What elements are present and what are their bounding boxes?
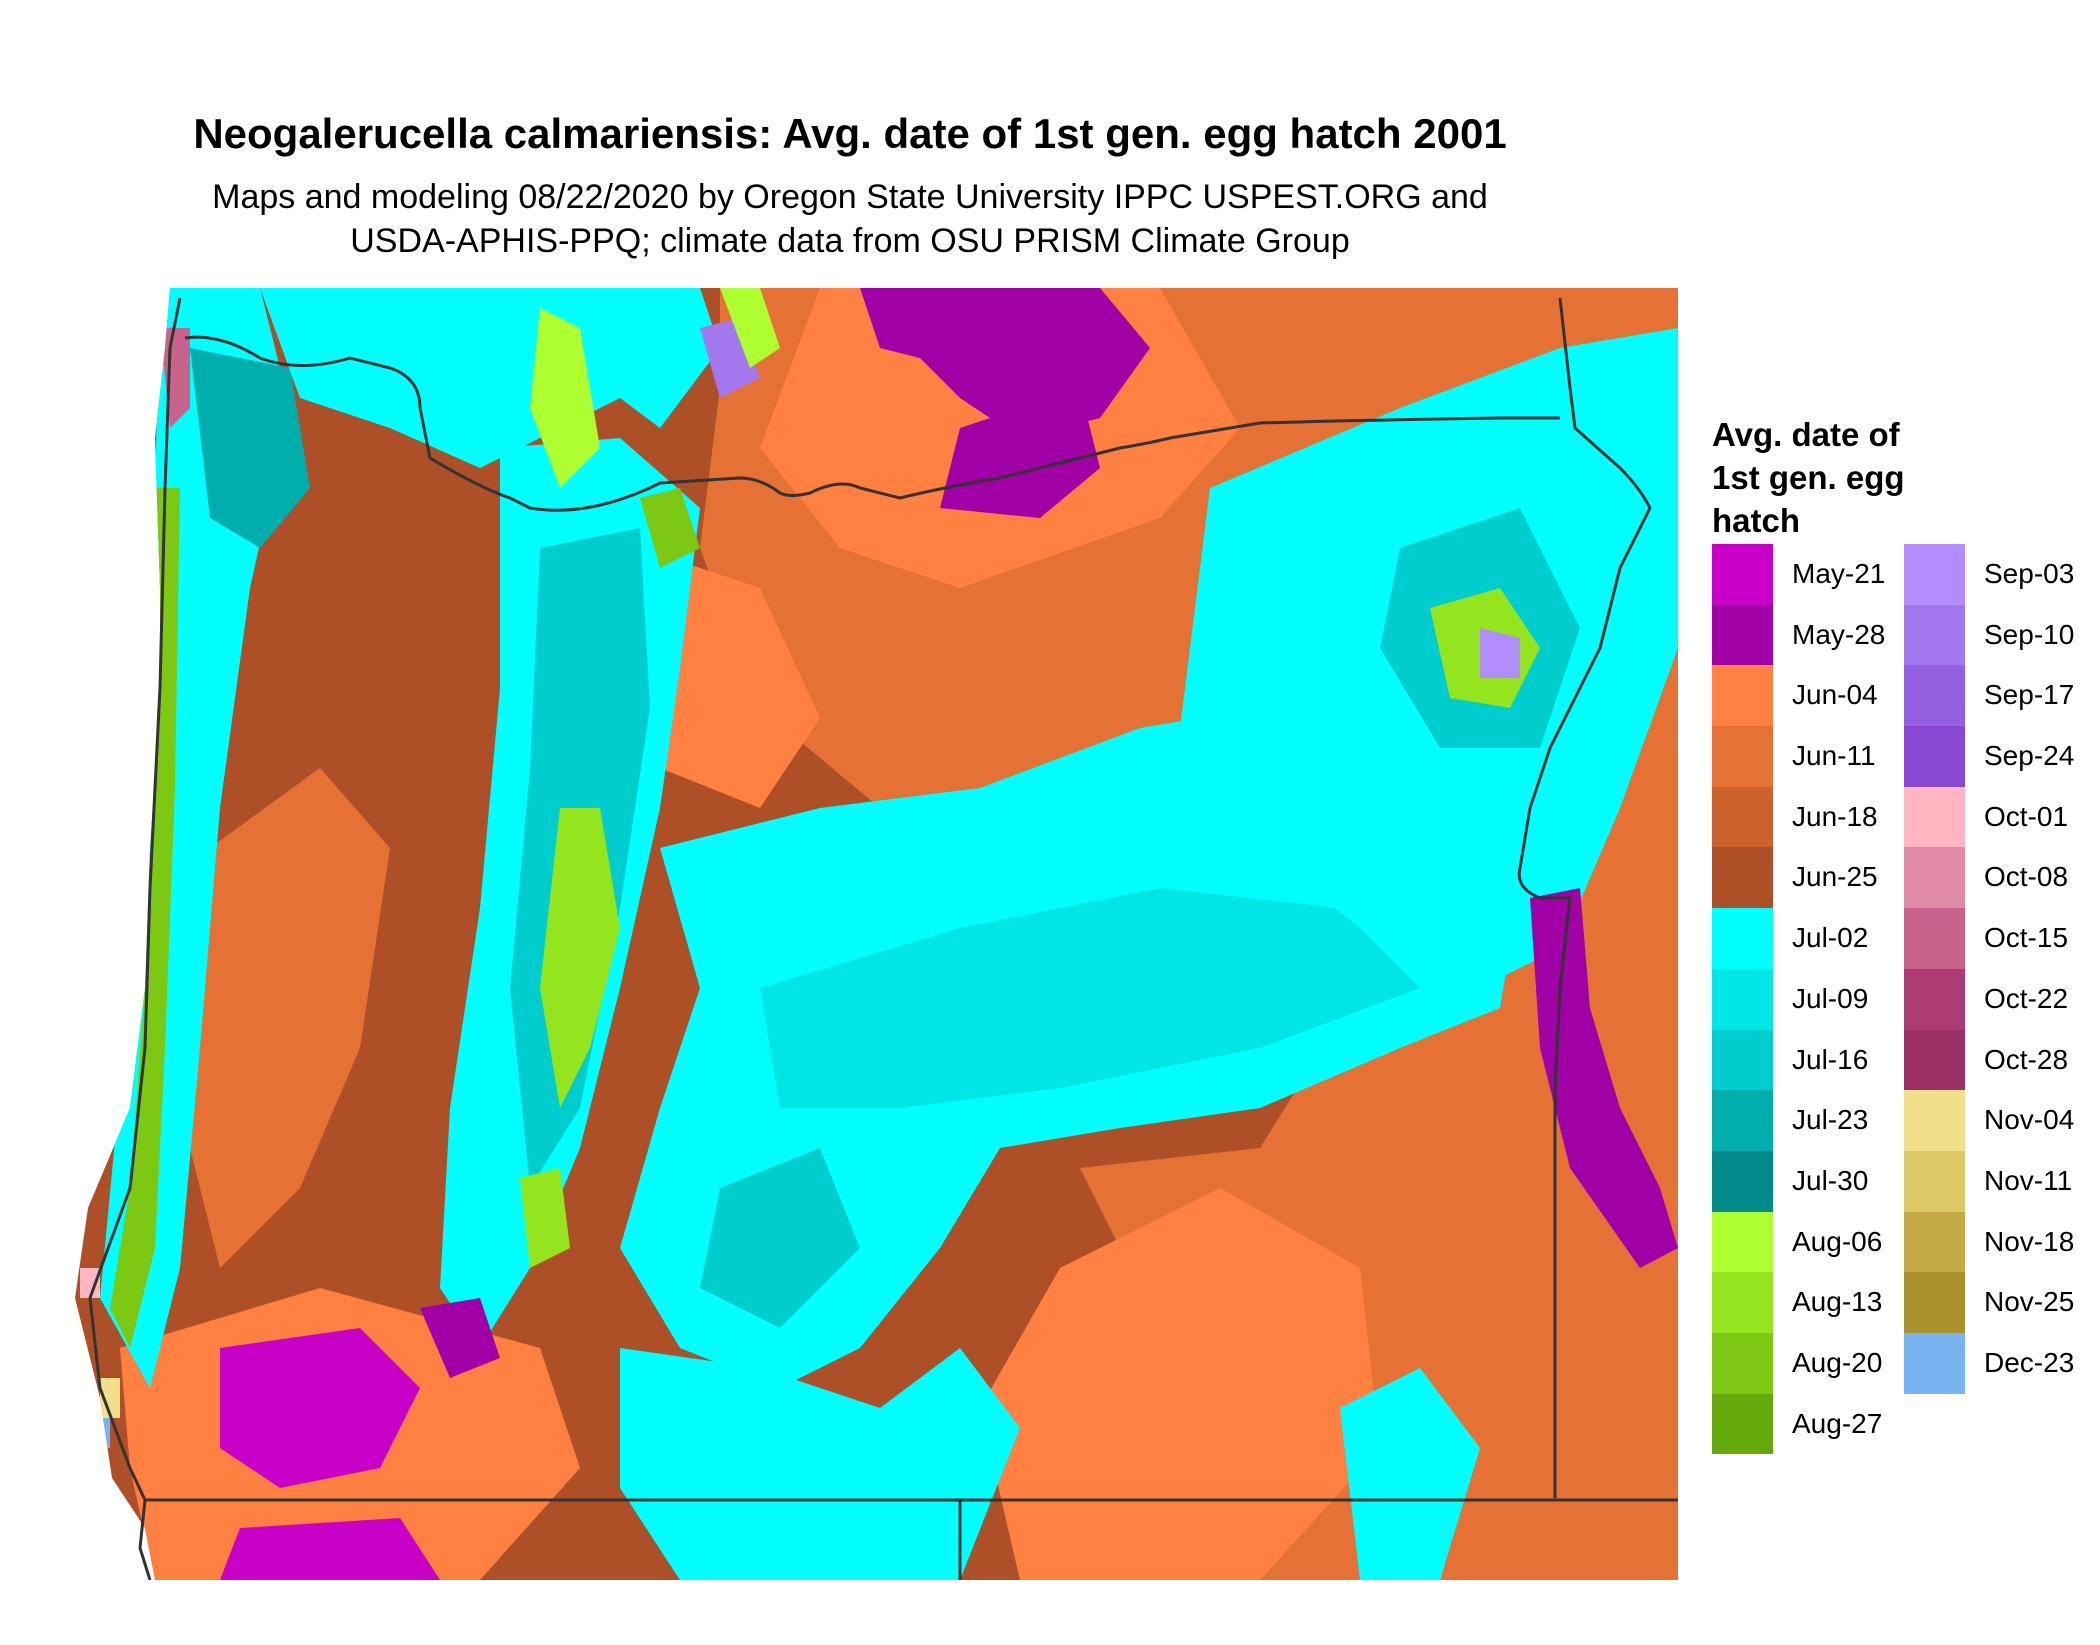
legend-title: Avg. date of 1st gen. egg hatch bbox=[1712, 413, 1905, 542]
border-columbia-river bbox=[184, 335, 1560, 512]
legend-label: Jun-11 bbox=[1792, 740, 1876, 772]
legend-label: Nov-18 bbox=[1984, 1225, 2075, 1257]
legend-swatch bbox=[1904, 726, 1965, 787]
region-north-aug06 bbox=[720, 288, 780, 368]
legend-label: Oct-28 bbox=[1984, 1043, 2069, 1075]
legend-swatch bbox=[1712, 908, 1773, 969]
region-north-may28-2 bbox=[940, 388, 1100, 518]
region-south-central-jul02 bbox=[620, 1348, 1020, 1580]
legend-label: Sep-10 bbox=[1984, 618, 2075, 650]
legend-swatch bbox=[1904, 1211, 1965, 1273]
legend-label: Jul-23 bbox=[1792, 1104, 1869, 1136]
legend-swatch bbox=[1712, 1211, 1773, 1273]
region-coast-nov04 bbox=[100, 1378, 120, 1418]
legend-swatch bbox=[1904, 1150, 1965, 1212]
legend-label: Jul-16 bbox=[1792, 1043, 1869, 1075]
legend-swatch bbox=[1904, 968, 1965, 1030]
region-cascade-crest-aug13 bbox=[540, 808, 620, 1108]
map-title: Neogalerucella calmariensis: Avg. date o… bbox=[193, 110, 1507, 157]
legend-swatch bbox=[1904, 665, 1965, 727]
legend-swatch bbox=[1712, 1393, 1773, 1455]
legend-label: Jul-30 bbox=[1792, 1164, 1869, 1196]
legend-label: Aug-20 bbox=[1792, 1346, 1883, 1378]
legend-swatch bbox=[1904, 847, 1965, 909]
legend-swatch bbox=[1712, 604, 1773, 666]
region-cascade-south-aug13 bbox=[520, 1168, 570, 1268]
legend-label: Oct-15 bbox=[1984, 922, 2069, 954]
region-west-valley-jun11 bbox=[180, 768, 390, 1268]
legend-label: Nov-11 bbox=[1984, 1164, 2073, 1196]
region-north-jul02 bbox=[260, 288, 720, 468]
region-southwest-may21-2 bbox=[220, 1518, 440, 1580]
region-southwest-may28 bbox=[420, 1298, 500, 1378]
legend-label: Oct-08 bbox=[1984, 861, 2069, 893]
region-south-jun04 bbox=[980, 1188, 1380, 1580]
legend-label: Dec-23 bbox=[1984, 1346, 2075, 1378]
legend-title-line-1: Avg. date of bbox=[1712, 416, 1900, 453]
legend-label: Aug-06 bbox=[1792, 1225, 1883, 1257]
legend-label: Jul-02 bbox=[1792, 922, 1869, 954]
legend-swatch bbox=[1712, 1090, 1773, 1151]
legend-swatch bbox=[1904, 1090, 1965, 1151]
legend-swatch bbox=[1904, 908, 1965, 969]
legend-swatch bbox=[1904, 604, 1965, 666]
region-coast-aug20 bbox=[110, 488, 180, 1348]
region-south-jul02-2 bbox=[1340, 1368, 1480, 1580]
legend-swatch bbox=[1712, 968, 1773, 1030]
legend-label: Jun-25 bbox=[1792, 861, 1878, 893]
legend-label: Aug-27 bbox=[1792, 1407, 1883, 1439]
legend-label: Sep-17 bbox=[1984, 679, 2075, 711]
region-coast-oct01 bbox=[80, 1268, 100, 1298]
legend-swatch bbox=[1904, 1029, 1965, 1091]
region-central-jul09 bbox=[760, 888, 1420, 1108]
legend-title-line-3: hatch bbox=[1712, 502, 1801, 539]
region-coast-dec23 bbox=[90, 1418, 110, 1448]
region-northeast-sep03 bbox=[1480, 628, 1520, 678]
legend-swatch bbox=[1712, 1272, 1773, 1333]
map-raster bbox=[75, 288, 1678, 1580]
legend-label: Oct-22 bbox=[1984, 982, 2069, 1014]
map-subtitle-line2: USDA-APHIS-PPQ; climate data from OSU PR… bbox=[350, 222, 1350, 260]
legend-swatch bbox=[1712, 786, 1773, 848]
region-cascade-crest-aug20 bbox=[640, 488, 700, 568]
border-coastline bbox=[88, 297, 182, 1580]
region-east-may28 bbox=[1530, 888, 1678, 1268]
legend-swatch bbox=[1904, 544, 1965, 605]
legend-label: Jun-18 bbox=[1792, 800, 1878, 832]
region-southwest-may21 bbox=[220, 1328, 420, 1488]
region-coast-range-jul16 bbox=[190, 348, 310, 548]
legend-swatch bbox=[1712, 847, 1773, 909]
legend-label: Sep-24 bbox=[1984, 740, 2075, 772]
legend-swatch bbox=[1712, 726, 1773, 787]
legend-label: Jul-09 bbox=[1792, 982, 1869, 1014]
legend-label: Oct-01 bbox=[1984, 800, 2069, 832]
region-cascade-crest-aug06 bbox=[530, 308, 600, 488]
legend-label: Aug-13 bbox=[1792, 1286, 1883, 1318]
legend-swatch bbox=[1904, 1272, 1965, 1333]
legend-label: Nov-25 bbox=[1984, 1286, 2075, 1318]
legend-swatch bbox=[1904, 1332, 1965, 1394]
legend-swatch bbox=[1712, 1150, 1773, 1212]
legend-swatch bbox=[1904, 786, 1965, 848]
state-borders bbox=[88, 297, 1678, 1580]
border-idaho bbox=[1517, 297, 1652, 1498]
legend-swatch bbox=[1712, 544, 1773, 605]
oregon-raster-map bbox=[75, 288, 1678, 1580]
legend-label: May-28 bbox=[1792, 618, 1886, 650]
region-central-jul16 bbox=[700, 1148, 860, 1328]
legend-swatch bbox=[1712, 1332, 1773, 1394]
legend-swatch bbox=[1712, 665, 1773, 727]
map-subtitle-line1: Maps and modeling 08/22/2020 by Oregon S… bbox=[212, 178, 1488, 216]
legend-title-line-2: 1st gen. egg bbox=[1712, 459, 1905, 496]
legend-label: Sep-03 bbox=[1984, 558, 2075, 589]
legend-label: Nov-04 bbox=[1984, 1104, 2075, 1136]
region-southeast-jun11 bbox=[1420, 1148, 1678, 1580]
legend-label: May-21 bbox=[1792, 558, 1886, 589]
legend-swatch bbox=[1712, 1029, 1773, 1091]
legend-label: Jun-04 bbox=[1792, 679, 1878, 711]
